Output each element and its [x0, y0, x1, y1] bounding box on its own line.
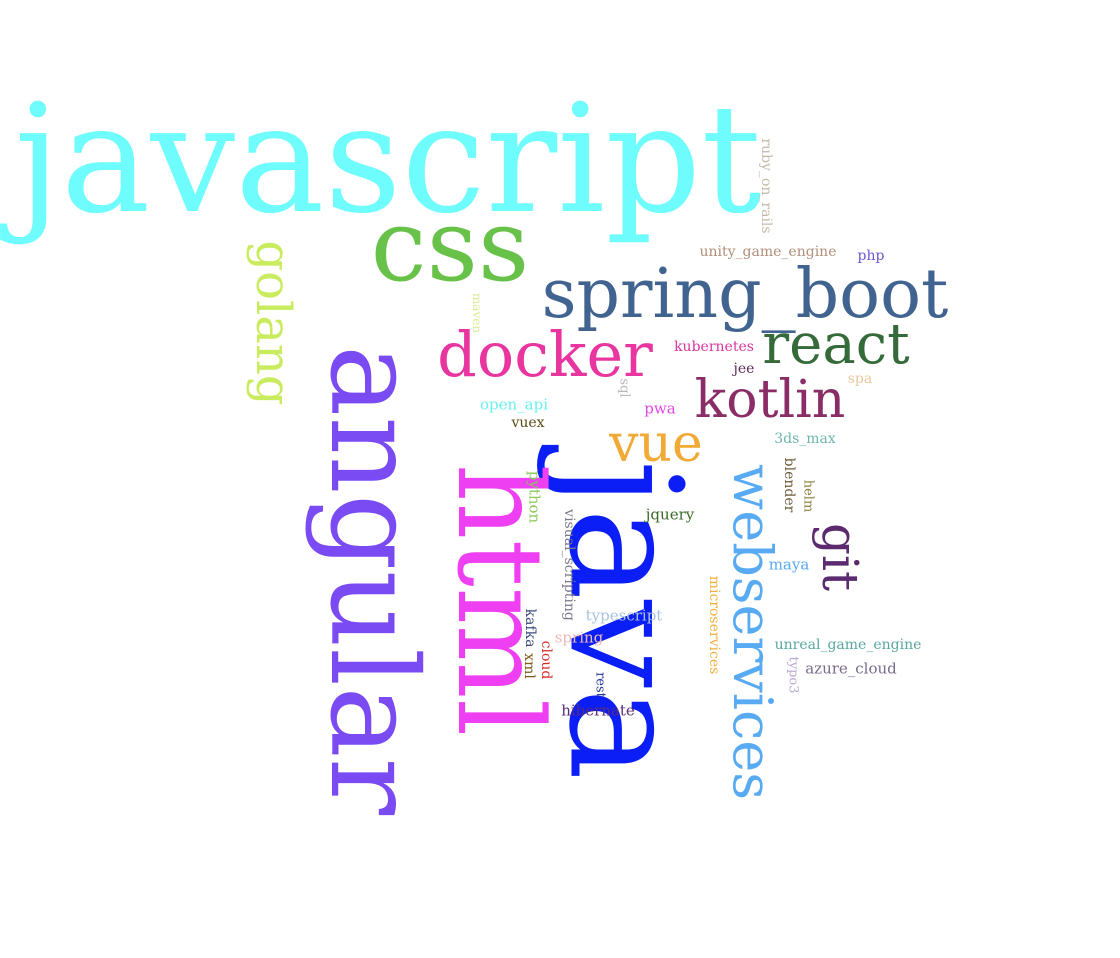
word-css: css — [370, 187, 530, 304]
word-angular: angular — [303, 344, 442, 816]
word-hibernate: hibernate — [561, 701, 635, 720]
word-spa: spa — [847, 371, 873, 387]
word-microservices: microservices — [706, 575, 722, 675]
word-react: react — [762, 312, 910, 377]
word-kotlin: kotlin — [694, 370, 846, 430]
word-php: php — [857, 248, 885, 264]
word-unity-game-engine: unity_game_engine — [699, 244, 837, 260]
word-kubernetes: kubernetes — [674, 339, 754, 355]
word-pwa: pwa — [644, 399, 676, 418]
word-jee: jee — [733, 361, 755, 377]
word-docker: docker — [437, 318, 653, 391]
word-visual-scripting: visual_scripting — [561, 509, 577, 621]
word-3ds-max: 3ds_max — [774, 431, 836, 447]
word-vuex: vuex — [511, 415, 545, 431]
word-blender: blender — [781, 457, 797, 513]
word-typescript: typescript — [585, 606, 663, 625]
word-cloud: cloud — [538, 640, 554, 680]
word-golang: golang — [245, 240, 301, 406]
word-rest: rest — [592, 672, 608, 698]
word-maven: maven — [470, 292, 484, 334]
word-spring-boot: spring_boot — [541, 255, 949, 334]
word-helm: helm — [800, 479, 816, 513]
word-vue: vue — [609, 414, 703, 474]
word-python: python — [525, 470, 544, 524]
word-spring: spring — [554, 628, 604, 647]
word-webservices: webservices — [721, 464, 784, 800]
word-ruby-on-rails: ruby_on_rails — [758, 138, 774, 234]
word-xml: xml — [521, 653, 537, 679]
word-javascript: javascript — [14, 73, 762, 247]
word-jquery: jquery — [645, 505, 695, 524]
word-maya: maya — [768, 555, 810, 574]
word-git: git — [811, 522, 869, 592]
word-kafka: kafka — [522, 608, 538, 648]
word-open-api: open_api — [479, 395, 549, 414]
word-unreal-game-engine: unreal_game_engine — [774, 637, 922, 653]
word-azure-cloud: azure_cloud — [805, 659, 897, 678]
word-sql: sql — [616, 378, 632, 398]
word-typo3: typo3 — [785, 656, 801, 694]
